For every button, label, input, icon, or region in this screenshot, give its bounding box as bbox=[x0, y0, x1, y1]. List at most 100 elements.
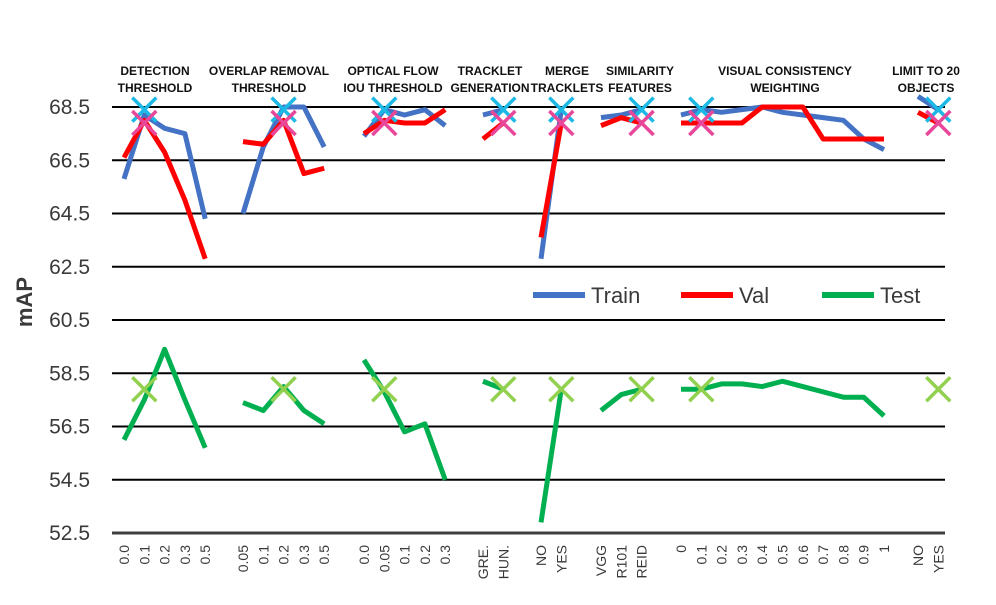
marker-train bbox=[688, 96, 715, 123]
series-line-val bbox=[681, 104, 884, 142]
x-tick-label: 0.3 bbox=[177, 545, 193, 565]
marker-val bbox=[688, 109, 715, 137]
x-tick-label: 0.5 bbox=[775, 545, 791, 565]
marker-train bbox=[490, 96, 517, 123]
marker-test bbox=[628, 375, 655, 403]
marker-test bbox=[925, 375, 952, 403]
x-tick-label: 0.2 bbox=[157, 545, 173, 565]
marker-train bbox=[270, 96, 297, 123]
legend: Train Val Test bbox=[533, 283, 920, 308]
marker-val bbox=[270, 109, 297, 137]
x-tick-label: YES bbox=[553, 545, 569, 573]
x-tick-label: 0.1 bbox=[136, 545, 152, 565]
x-tick-label: GRE. bbox=[475, 545, 491, 579]
group-label: OPTICAL FLOW bbox=[347, 64, 439, 78]
series-line-test bbox=[538, 388, 564, 523]
group-labels: DETECTION THRESHOLD OVERLAP REMOVAL THRESHO… bbox=[118, 64, 961, 95]
marker-val bbox=[371, 109, 398, 137]
group-label: TRACKLETS bbox=[531, 81, 604, 95]
x-tick-label: NO bbox=[910, 545, 926, 566]
x-tick-label: NO bbox=[533, 545, 549, 566]
x-tick-label: 0.1 bbox=[693, 545, 709, 565]
plot-area bbox=[121, 94, 940, 523]
marker-val bbox=[925, 109, 952, 137]
x-tick-label: 0.3 bbox=[734, 545, 750, 565]
series-line-test bbox=[121, 346, 208, 449]
marker-test bbox=[688, 375, 715, 403]
series-line-val bbox=[242, 117, 325, 177]
y-tick-label: 56.5 bbox=[49, 416, 90, 439]
series-line-test bbox=[242, 384, 326, 426]
x-tick-label: 0.5 bbox=[197, 545, 213, 565]
x-tick-label: 0.0 bbox=[356, 545, 372, 565]
x-tick-label: 0.1 bbox=[397, 545, 413, 565]
y-tick-label: 66.5 bbox=[49, 149, 90, 172]
y-tick-label: 68.5 bbox=[49, 96, 90, 119]
legend-label: Val bbox=[739, 283, 769, 308]
series-line-test bbox=[681, 378, 886, 418]
marker-train bbox=[628, 96, 655, 123]
marker-test bbox=[490, 375, 517, 403]
x-tick-label: 0.7 bbox=[815, 545, 831, 565]
x-axis: 0.0 0.1 0.2 0.3 0.5 0.05 0.1 0.2 0.3 0.5 0.0 0.05 0.… bbox=[116, 545, 946, 579]
x-tick-label: 0 bbox=[673, 545, 689, 553]
group-label: WEIGHTING bbox=[750, 81, 819, 95]
y-tick-label: 64.5 bbox=[49, 203, 90, 226]
y-tick-label: 54.5 bbox=[49, 469, 90, 492]
legend-label: Train bbox=[591, 283, 640, 308]
marker-train bbox=[548, 96, 575, 123]
legend-item-train: Train bbox=[533, 283, 640, 308]
x-tick-label: VGG bbox=[593, 545, 609, 576]
group-label: THRESHOLD bbox=[118, 81, 193, 95]
x-tick-label: HUN. bbox=[495, 545, 511, 579]
legend-item-val: Val bbox=[681, 283, 769, 308]
y-tick-label: 58.5 bbox=[49, 362, 90, 385]
y-tick-label: 62.5 bbox=[49, 256, 90, 279]
marker-train bbox=[371, 96, 398, 123]
group-label: FEATURES bbox=[608, 81, 672, 95]
x-tick-label: 0.9 bbox=[856, 545, 872, 565]
legend-item-test: Test bbox=[822, 283, 920, 308]
y-axis: 68.5 66.5 64.5 62.5 60.5 58.5 56.5 54.5 52.5 bbox=[49, 96, 90, 545]
x-tick-label: 0.2 bbox=[714, 545, 730, 565]
marker-val bbox=[490, 109, 517, 137]
x-tick-label: 0.1 bbox=[255, 545, 271, 565]
marker-test bbox=[371, 375, 398, 403]
x-tick-label: 0.3 bbox=[296, 545, 312, 565]
group bbox=[481, 107, 505, 392]
x-tick-label: 0.3 bbox=[437, 545, 453, 565]
series-line-train bbox=[600, 107, 643, 121]
group bbox=[240, 104, 327, 426]
series-line-val bbox=[121, 117, 208, 260]
x-tick-label: 0.5 bbox=[316, 545, 332, 565]
x-tick-label: 0.8 bbox=[835, 545, 851, 565]
x-tick-label: 0.0 bbox=[116, 545, 132, 565]
marker-val bbox=[628, 109, 655, 137]
y-axis-label: mAP bbox=[12, 277, 37, 327]
series-line-test bbox=[599, 386, 643, 413]
series-line-train bbox=[240, 104, 327, 215]
group-label: VISUAL CONSISTENCY bbox=[718, 64, 852, 78]
marker-val bbox=[131, 109, 158, 137]
marker-train bbox=[925, 96, 952, 123]
group-label: OVERLAP REMOVAL bbox=[209, 64, 329, 78]
y-tick-label: 60.5 bbox=[49, 309, 90, 332]
group-label: SIMILARITY bbox=[606, 64, 674, 78]
group bbox=[538, 109, 564, 523]
group-label: IOU THRESHOLD bbox=[343, 81, 443, 95]
group-label: DETECTION bbox=[120, 64, 189, 78]
gridlines bbox=[112, 106, 945, 535]
group-label: LIMIT TO 20 bbox=[892, 64, 960, 78]
group bbox=[599, 107, 643, 413]
markers bbox=[131, 96, 952, 403]
x-tick-label: 1 bbox=[876, 545, 892, 553]
legend-label: Test bbox=[880, 283, 920, 308]
x-tick-label: 0.05 bbox=[235, 545, 251, 572]
series-line-val bbox=[538, 122, 564, 238]
series-line-val bbox=[362, 107, 447, 136]
group-label: MERGE bbox=[545, 64, 589, 78]
x-tick-label: 0.05 bbox=[376, 545, 392, 572]
group-label: THRESHOLD bbox=[232, 81, 307, 95]
group-label: OBJECTS bbox=[898, 81, 955, 95]
